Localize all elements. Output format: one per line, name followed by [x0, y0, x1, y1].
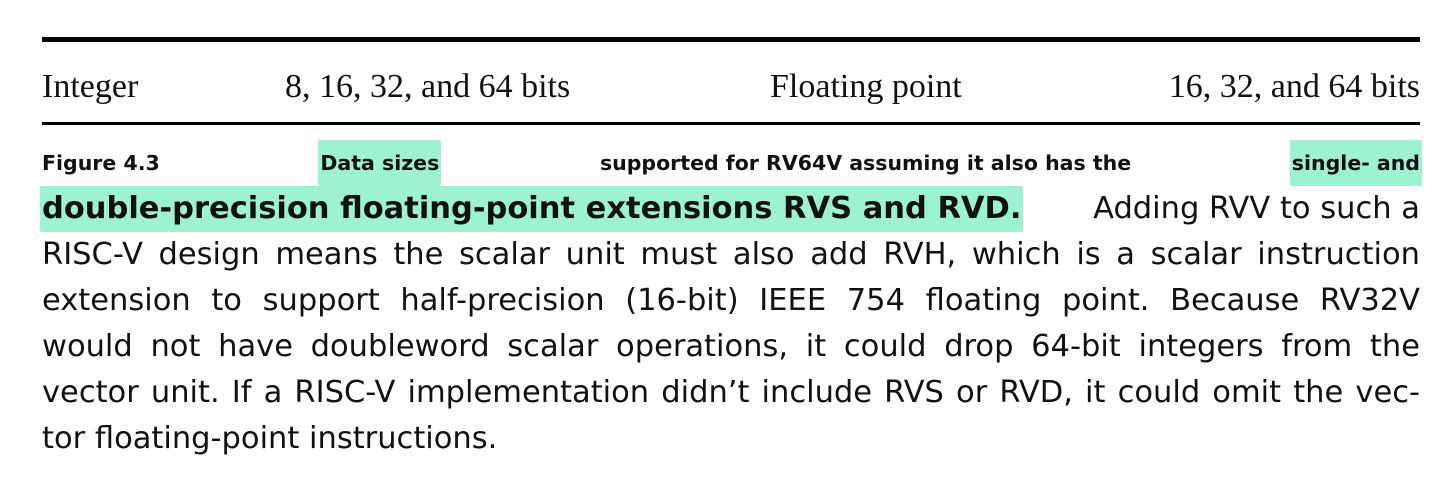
highlight-data-sizes: Data sizes — [318, 140, 442, 186]
integer-label: Integer — [42, 68, 139, 105]
figure-label: Figure 4.3 — [42, 151, 160, 175]
caption-line-2-rest: Adding RVV to such a — [1093, 191, 1420, 226]
highlight-single-and: single- and — [1289, 140, 1422, 186]
caption-line-4: extension to support half-precision (16-… — [42, 283, 1420, 318]
caption-line-1: Figure 4.3 Data sizes supported for RV64… — [42, 140, 1422, 186]
floating-point-label: Floating point — [770, 68, 962, 105]
caption-line-6: vector unit. If a RISC-V implementation … — [42, 375, 1420, 410]
caption-line-7: tor floating-point instructions. — [42, 421, 498, 456]
table-top-rule — [42, 37, 1420, 42]
data-sizes-table-row: Integer 8, 16, 32, and 64 bits Floating … — [42, 62, 1420, 112]
figure-caption: Figure 4.3 Data sizes supported for RV64… — [40, 140, 1422, 462]
integer-sizes: 8, 16, 32, and 64 bits — [285, 68, 571, 105]
caption-line-2: double-precision floating-point extensio… — [40, 186, 1420, 232]
caption-bold-text: supported for RV64V assuming it also has… — [599, 151, 1132, 175]
caption-line-3: RISC-V design means the scalar unit must… — [42, 237, 1420, 272]
caption-line-5: would not have doubleword scalar operati… — [42, 329, 1420, 364]
floating-point-sizes: 16, 32, and 64 bits — [1168, 68, 1420, 105]
highlight-double-precision: double-precision floating-point extensio… — [40, 186, 1024, 232]
table-bottom-rule — [42, 122, 1420, 125]
